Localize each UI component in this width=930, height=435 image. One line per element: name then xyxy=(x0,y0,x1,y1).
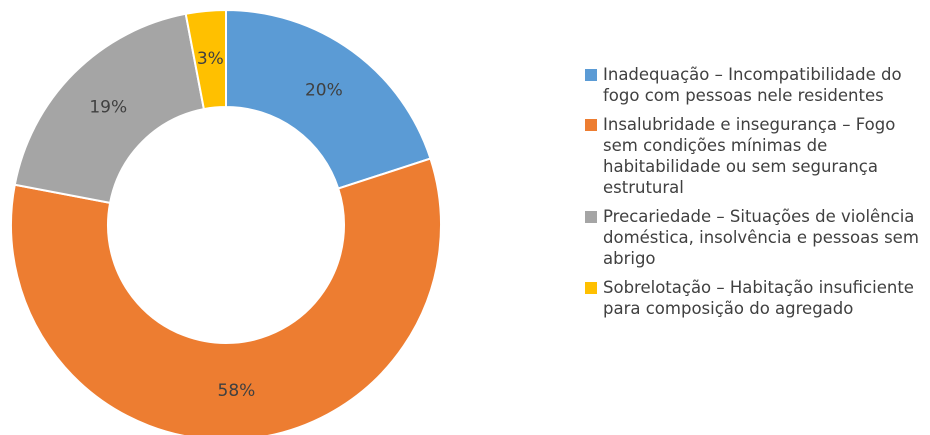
legend-swatch xyxy=(585,69,597,81)
legend-swatch xyxy=(585,211,597,223)
legend-item: Precariedade – Situações de violência do… xyxy=(585,206,930,269)
data-label: 58% xyxy=(218,381,256,401)
legend-label: Inadequação – Incompatibilidade do fogo … xyxy=(603,65,902,105)
donut-slice xyxy=(10,157,442,435)
donut-slice xyxy=(225,8,432,190)
legend-item: Sobrelotação – Habitação insuficiente pa… xyxy=(585,277,930,319)
legend-label: Sobrelotação – Habitação insuficiente pa… xyxy=(603,278,914,318)
donut-slice xyxy=(13,12,206,205)
data-label: 19% xyxy=(89,97,127,117)
legend-label: Precariedade – Situações de violência do… xyxy=(603,207,919,268)
legend: Inadequação – Incompatibilidade do fogo … xyxy=(585,64,930,327)
donut: 20% 58% 19% 3% xyxy=(10,8,442,435)
data-label: 20% xyxy=(305,80,343,100)
legend-item: Inadequação – Incompatibilidade do fogo … xyxy=(585,64,930,106)
data-label: 3% xyxy=(197,49,224,69)
legend-swatch xyxy=(585,282,597,294)
legend-label: Insalubridade e insegurança – Fogo sem c… xyxy=(603,115,896,197)
legend-swatch xyxy=(585,119,597,131)
donut-slice xyxy=(184,8,227,111)
legend-item: Insalubridade e insegurança – Fogo sem c… xyxy=(585,114,930,198)
